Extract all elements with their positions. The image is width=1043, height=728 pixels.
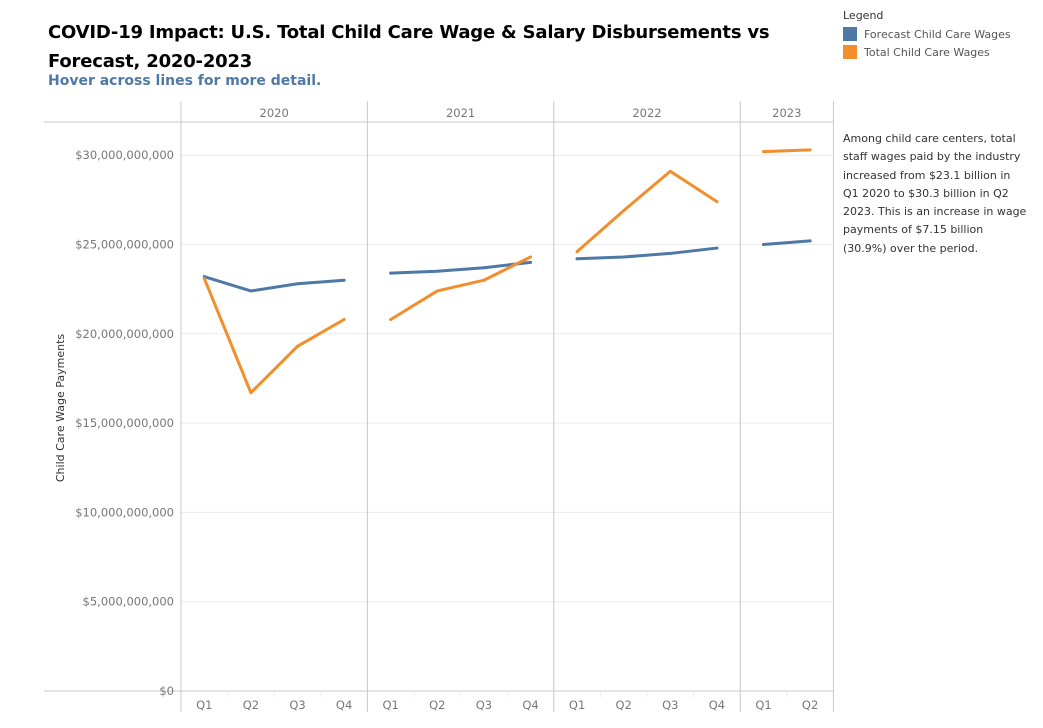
chart-subtitle: Hover across lines for more detail. [48,73,322,89]
y-tick-label: $15,000,000,000 [75,416,174,430]
legend-label-forecast: Forecast Child Care Wages [864,27,1011,41]
series-line-2022[interactable] [575,246,719,261]
series-line-2021[interactable] [389,260,532,275]
data-point-2020-Q2[interactable] [249,391,253,395]
data-point-2021-Q3[interactable] [482,266,486,270]
x-tick-label: Q2 [429,698,445,712]
legend-item-forecast[interactable]: Forecast Child Care Wages [843,27,1011,41]
data-point-2020-Q1[interactable] [202,276,206,280]
legend-title: Legend [843,9,884,22]
y-tick-label: $25,000,000,000 [75,238,174,252]
year-header-2021: 2021 [446,106,475,120]
data-point-2022-Q3[interactable] [668,251,672,255]
data-point-2020-Q2[interactable] [249,289,253,293]
legend-item-total[interactable]: Total Child Care Wages [843,45,1011,59]
data-point-2022-Q2[interactable] [622,255,626,259]
legend-swatch-forecast [843,27,857,41]
x-tick-label: Q2 [802,698,818,712]
chart-title: COVID-19 Impact: U.S. Total Child Care W… [48,22,770,72]
data-point-2023-Q1[interactable] [762,150,765,154]
x-tick-label: Q3 [476,698,492,712]
y-tick-label: $0 [159,684,174,698]
data-point-2022-Q1[interactable] [575,257,579,261]
legend: Legend Forecast Child Care Wages Total C… [843,9,1011,63]
x-tick-label: Q2 [243,698,259,712]
data-point-2021-Q2[interactable] [435,269,439,273]
y-tick-label: $10,000,000,000 [75,505,174,519]
x-axis: 2020 Q1 Q2 Q3 Q4 2021 Q1 Q2 Q3 Q4 2022 Q1 Q2 Q3 Q4 2023… [196,106,818,712]
x-tick-label: Q1 [196,698,212,712]
series-line-2022[interactable] [575,169,719,254]
y-tick-label: $20,000,000,000 [75,327,174,341]
data-point-2020-Q3[interactable] [296,282,299,286]
data-point-2021-Q4[interactable] [529,255,532,259]
data-point-2022-Q4[interactable] [715,246,719,250]
data-point-2023-Q2[interactable] [808,239,812,243]
data-point-2022-Q4[interactable] [715,200,719,204]
annotation-text: Among child care centers, total staff wa… [843,132,1027,255]
x-tick-label: Q4 [522,698,538,712]
y-tick-label: $30,000,000,000 [75,148,174,162]
data-point-2021-Q3[interactable] [482,278,486,282]
x-tick-label: Q1 [755,698,771,712]
series-forecast [202,239,812,293]
frame-layer [44,101,834,712]
data-point-2023-Q1[interactable] [762,243,765,246]
year-header-2023: 2023 [772,106,801,120]
data-point-2020-Q4[interactable] [342,278,346,282]
data-point-2021-Q1[interactable] [389,271,393,275]
series-layer [202,148,812,395]
y-axis-title: Child Care Wage Payments [54,334,67,483]
x-tick-label: Q1 [569,698,585,712]
legend-label-total: Total Child Care Wages [864,45,990,59]
data-point-2022-Q3[interactable] [668,169,672,173]
x-tick-label: Q1 [383,698,399,712]
y-tick-label: $5,000,000,000 [83,595,174,609]
series-line-2020[interactable] [202,276,346,395]
year-header-2020: 2020 [260,106,289,120]
legend-swatch-total [843,45,857,59]
x-tick-label: Q2 [616,698,632,712]
x-tick-label: Q4 [709,698,725,712]
series-line-2020[interactable] [202,275,346,293]
data-point-2021-Q4[interactable] [529,260,532,264]
grid-layer [181,154,832,603]
year-header-2022: 2022 [632,106,661,120]
data-point-2022-Q1[interactable] [575,250,579,254]
x-tick-label: Q4 [336,698,352,712]
data-point-2022-Q2[interactable] [622,209,626,213]
data-point-2020-Q3[interactable] [296,344,299,348]
data-point-2023-Q2[interactable] [808,148,812,152]
y-axis: $0 $5,000,000,000 $10,000,000,000 $15,000,0… [75,148,174,698]
series-line-2021[interactable] [389,255,532,322]
series-total [202,148,812,395]
data-point-2021-Q1[interactable] [389,318,393,322]
data-point-2021-Q2[interactable] [435,289,439,293]
series-line-2023[interactable] [762,239,812,246]
x-tick-label: Q3 [662,698,678,712]
data-point-2020-Q4[interactable] [342,318,346,322]
series-line-2023[interactable] [762,148,812,154]
x-tick-label: Q3 [289,698,305,712]
